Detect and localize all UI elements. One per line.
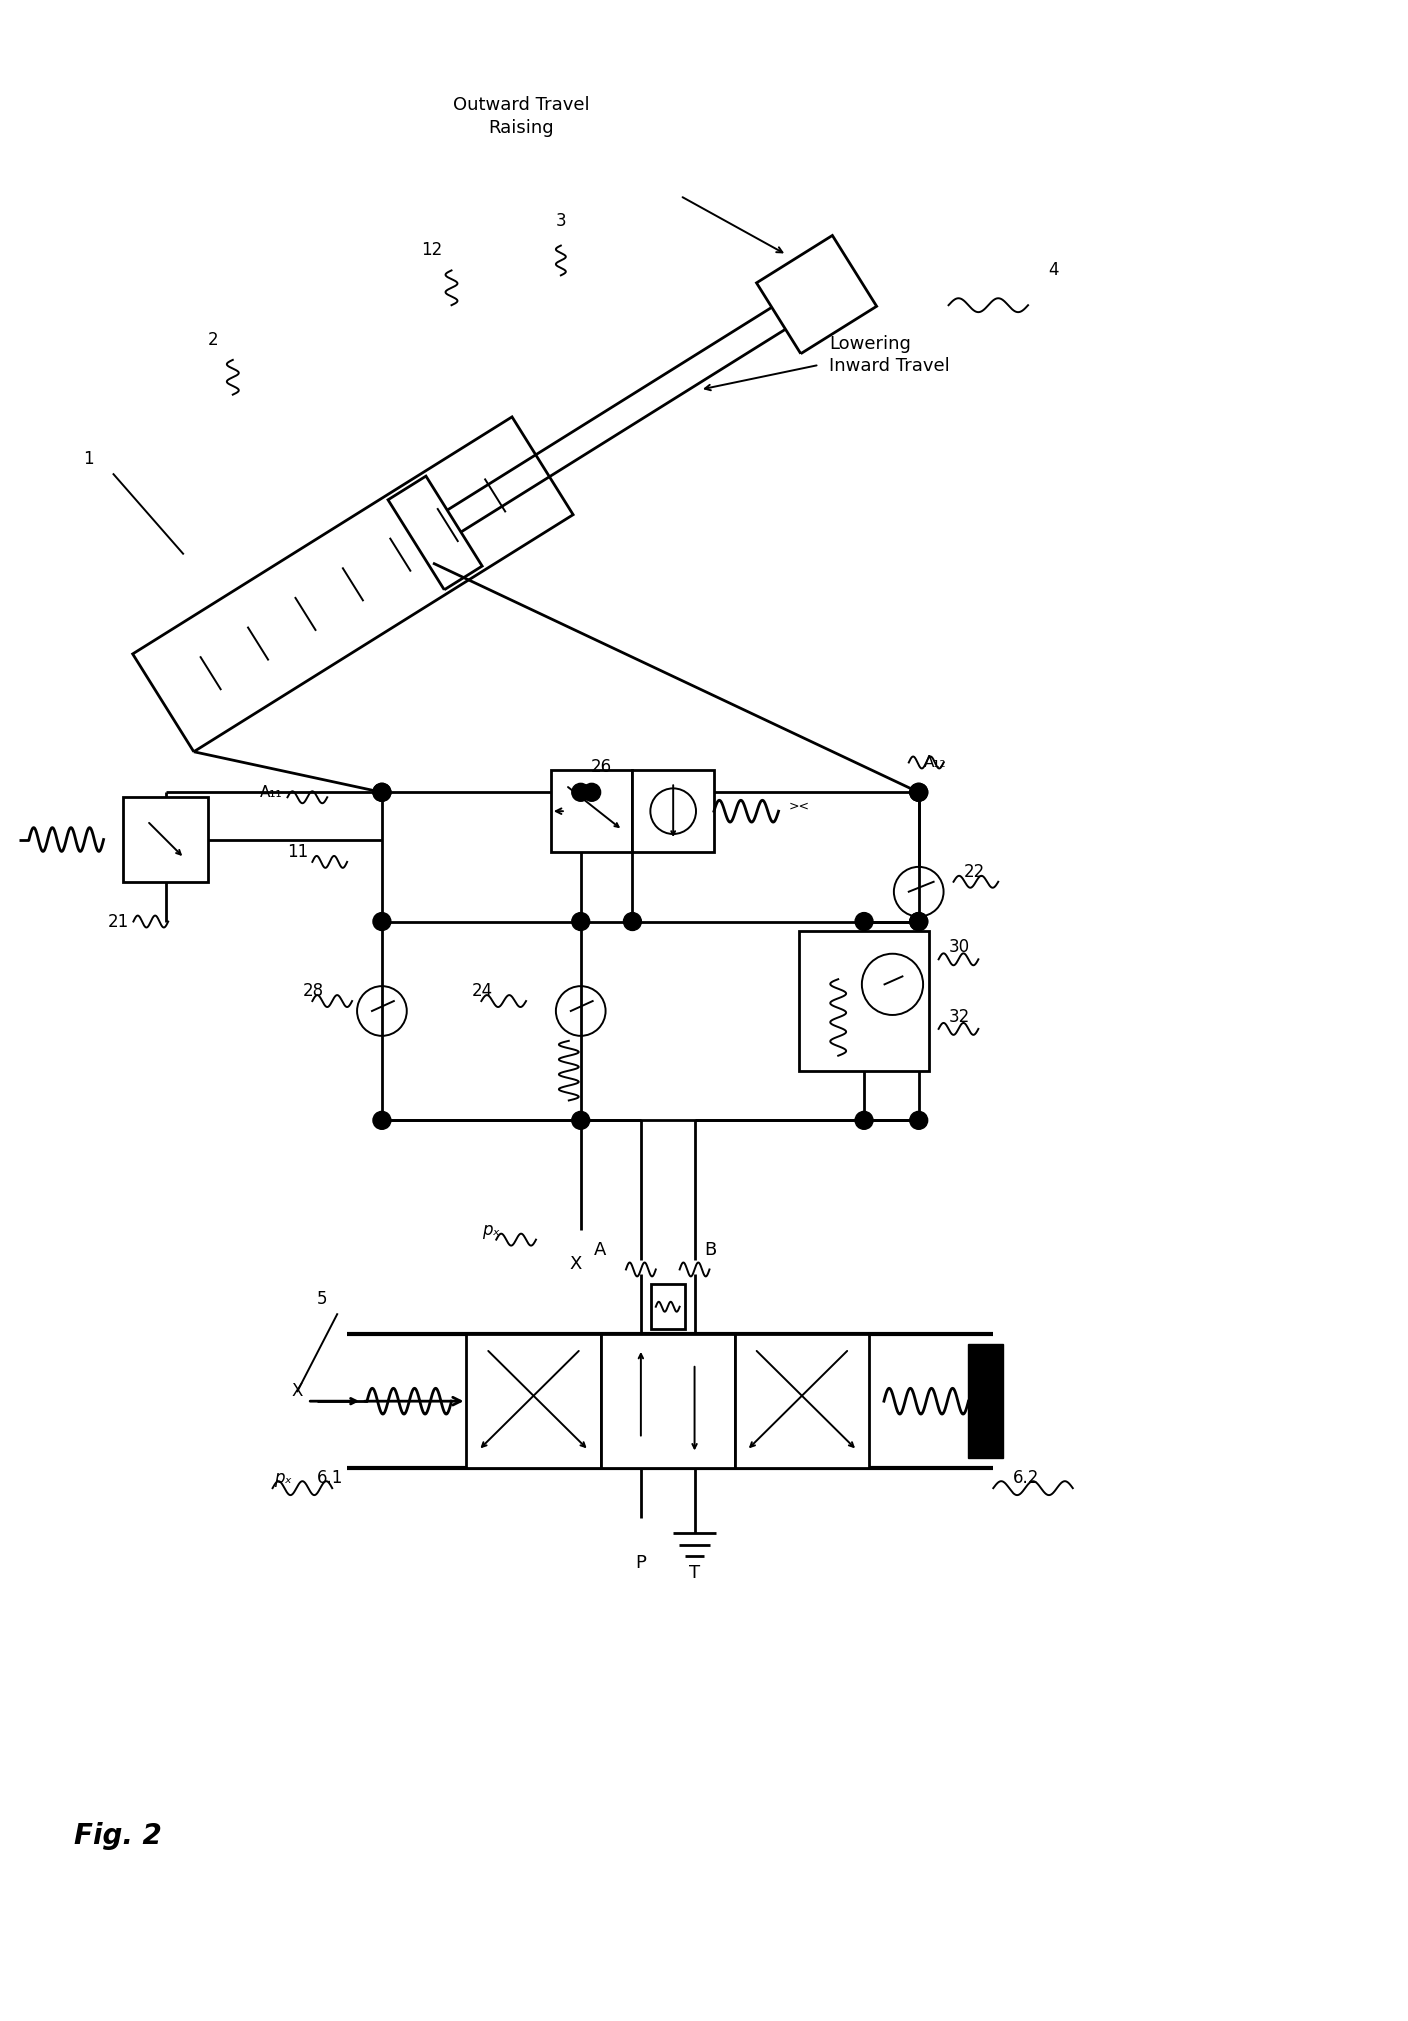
Circle shape — [910, 913, 928, 930]
Circle shape — [910, 784, 928, 800]
Polygon shape — [756, 236, 877, 354]
Text: Outward Travel
Raising: Outward Travel Raising — [453, 97, 590, 137]
Bar — [735, 1334, 869, 1469]
Text: 30: 30 — [949, 938, 970, 956]
Text: pₓ: pₓ — [273, 1469, 291, 1487]
Circle shape — [373, 913, 391, 930]
Text: pₓ: pₓ — [483, 1221, 500, 1239]
Circle shape — [572, 913, 590, 930]
Text: P: P — [635, 1554, 646, 1572]
Circle shape — [910, 913, 928, 930]
Circle shape — [572, 784, 590, 800]
Text: 26: 26 — [591, 758, 612, 776]
Bar — [632, 770, 714, 853]
Text: A₁₁: A₁₁ — [260, 786, 283, 800]
Circle shape — [910, 1112, 928, 1130]
Text: A: A — [594, 1241, 605, 1259]
Text: 32: 32 — [949, 1008, 970, 1027]
Bar — [124, 796, 208, 881]
Circle shape — [572, 1112, 590, 1130]
Text: 4: 4 — [1048, 261, 1059, 279]
Text: Fig. 2: Fig. 2 — [73, 1823, 162, 1849]
Text: X: X — [570, 1255, 582, 1273]
Text: 21: 21 — [108, 913, 130, 930]
Text: 12: 12 — [421, 240, 442, 259]
Circle shape — [583, 784, 601, 800]
Text: X: X — [291, 1382, 303, 1401]
Text: 22: 22 — [963, 863, 984, 881]
Text: T: T — [689, 1564, 700, 1582]
Bar — [601, 1334, 735, 1469]
Text: 28: 28 — [303, 982, 324, 1000]
Text: 6.1: 6.1 — [317, 1469, 344, 1487]
Bar — [551, 770, 632, 853]
Text: 1: 1 — [83, 451, 94, 469]
Circle shape — [855, 1112, 873, 1130]
Text: ><: >< — [788, 800, 810, 812]
Text: 24: 24 — [472, 982, 493, 1000]
Text: B: B — [704, 1241, 717, 1259]
Text: A₁₂: A₁₂ — [924, 756, 946, 770]
Text: 2: 2 — [207, 331, 218, 350]
Bar — [650, 1285, 684, 1330]
Circle shape — [373, 784, 391, 800]
Text: 11: 11 — [287, 843, 308, 861]
Circle shape — [373, 784, 391, 800]
Circle shape — [855, 913, 873, 930]
Circle shape — [624, 913, 642, 930]
Circle shape — [910, 784, 928, 800]
Bar — [969, 1344, 1004, 1459]
Text: 3: 3 — [556, 212, 566, 230]
Text: 6.2: 6.2 — [1014, 1469, 1039, 1487]
Bar — [800, 932, 929, 1071]
Bar — [466, 1334, 601, 1469]
Text: Lowering
Inward Travel: Lowering Inward Travel — [829, 335, 950, 376]
Text: 5: 5 — [317, 1289, 328, 1308]
Circle shape — [373, 1112, 391, 1130]
